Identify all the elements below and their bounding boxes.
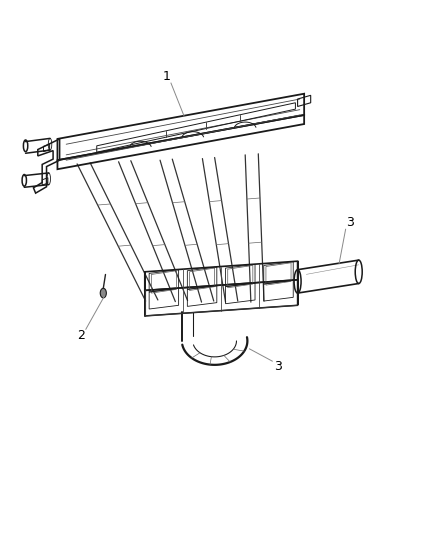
Text: 3: 3 (346, 216, 354, 229)
Text: 3: 3 (275, 360, 283, 373)
Text: 2: 2 (77, 329, 85, 342)
Text: 1: 1 (162, 70, 170, 83)
Ellipse shape (100, 288, 106, 298)
